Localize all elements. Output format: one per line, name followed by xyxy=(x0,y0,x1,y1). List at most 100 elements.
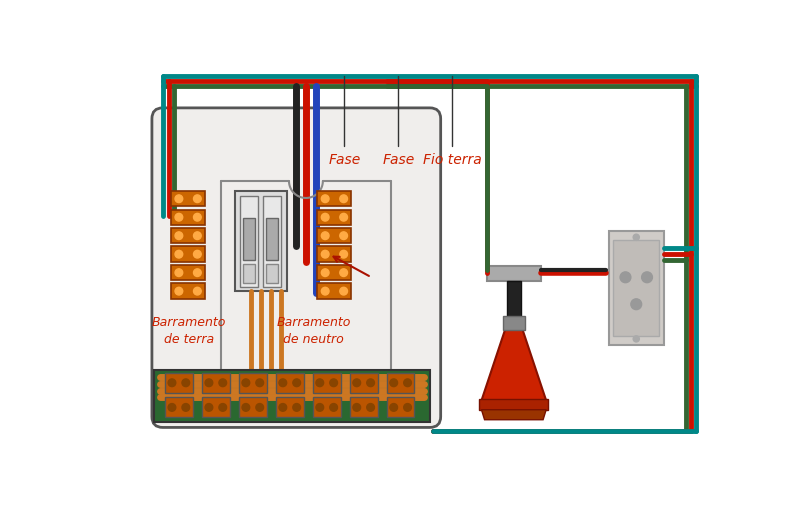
Circle shape xyxy=(292,379,300,387)
Circle shape xyxy=(175,269,183,277)
Bar xyxy=(266,264,278,283)
Bar xyxy=(609,231,664,345)
Circle shape xyxy=(182,379,189,387)
Circle shape xyxy=(279,379,287,387)
Bar xyxy=(313,373,340,393)
Bar xyxy=(171,283,205,299)
Bar xyxy=(276,397,304,417)
Circle shape xyxy=(175,232,183,240)
Text: Barramento
de neutro: Barramento de neutro xyxy=(276,316,351,346)
Circle shape xyxy=(321,250,329,258)
Circle shape xyxy=(353,403,360,411)
Bar xyxy=(171,247,205,262)
Bar xyxy=(165,373,193,393)
Circle shape xyxy=(193,232,201,240)
Bar xyxy=(243,264,255,283)
Bar xyxy=(171,210,205,225)
Bar xyxy=(154,370,430,422)
Circle shape xyxy=(256,403,264,411)
Bar xyxy=(235,191,288,291)
Bar xyxy=(317,191,352,207)
Text: Barramento
de terra: Barramento de terra xyxy=(152,316,226,346)
Bar xyxy=(317,265,352,280)
Bar xyxy=(171,228,205,244)
Circle shape xyxy=(256,379,264,387)
Bar xyxy=(350,397,378,417)
Circle shape xyxy=(631,299,642,309)
Circle shape xyxy=(340,195,348,203)
Circle shape xyxy=(340,213,348,221)
Circle shape xyxy=(642,272,653,283)
Circle shape xyxy=(340,232,348,240)
Bar xyxy=(202,373,229,393)
Bar xyxy=(266,218,278,260)
Text: Fio terra: Fio terra xyxy=(423,153,482,167)
Circle shape xyxy=(620,272,631,283)
Bar xyxy=(317,228,352,244)
Circle shape xyxy=(193,269,201,277)
Text: Fase: Fase xyxy=(328,153,360,167)
FancyBboxPatch shape xyxy=(152,108,441,428)
Bar xyxy=(165,397,193,417)
Bar xyxy=(239,397,267,417)
Polygon shape xyxy=(482,329,547,400)
Bar xyxy=(317,283,352,299)
Circle shape xyxy=(168,403,176,411)
Bar xyxy=(171,265,205,280)
Circle shape xyxy=(193,195,201,203)
Circle shape xyxy=(316,403,324,411)
Bar xyxy=(503,316,525,329)
Circle shape xyxy=(242,379,250,387)
Circle shape xyxy=(175,287,183,295)
Circle shape xyxy=(403,379,411,387)
Circle shape xyxy=(168,379,176,387)
Circle shape xyxy=(175,195,183,203)
Circle shape xyxy=(367,403,375,411)
Circle shape xyxy=(242,403,250,411)
Circle shape xyxy=(193,250,201,258)
Bar xyxy=(350,373,378,393)
Bar xyxy=(239,373,267,393)
Bar xyxy=(387,373,415,393)
Bar xyxy=(317,210,352,225)
Circle shape xyxy=(321,213,329,221)
Bar xyxy=(171,191,205,207)
Bar xyxy=(317,247,352,262)
Circle shape xyxy=(321,195,329,203)
Circle shape xyxy=(175,213,183,221)
Circle shape xyxy=(175,250,183,258)
Circle shape xyxy=(330,379,337,387)
Circle shape xyxy=(279,403,287,411)
Circle shape xyxy=(219,403,227,411)
Bar xyxy=(202,397,229,417)
Bar xyxy=(479,399,548,410)
Circle shape xyxy=(205,379,213,387)
Circle shape xyxy=(182,403,189,411)
Bar xyxy=(263,196,281,286)
Bar xyxy=(276,373,304,393)
Circle shape xyxy=(633,234,639,241)
Circle shape xyxy=(390,379,398,387)
Circle shape xyxy=(353,379,360,387)
Circle shape xyxy=(633,336,639,342)
Circle shape xyxy=(403,403,411,411)
Circle shape xyxy=(321,287,329,295)
Text: Fase: Fase xyxy=(382,153,415,167)
Circle shape xyxy=(193,213,201,221)
Circle shape xyxy=(321,232,329,240)
Circle shape xyxy=(205,403,213,411)
Circle shape xyxy=(340,287,348,295)
Circle shape xyxy=(321,269,329,277)
Circle shape xyxy=(390,403,398,411)
Polygon shape xyxy=(482,410,547,420)
Circle shape xyxy=(340,250,348,258)
Bar xyxy=(507,281,521,320)
Circle shape xyxy=(219,379,227,387)
Circle shape xyxy=(193,287,201,295)
Bar xyxy=(240,196,258,286)
Bar xyxy=(613,241,659,336)
Bar xyxy=(243,218,255,260)
Bar xyxy=(387,397,415,417)
Circle shape xyxy=(330,403,337,411)
Circle shape xyxy=(292,403,300,411)
